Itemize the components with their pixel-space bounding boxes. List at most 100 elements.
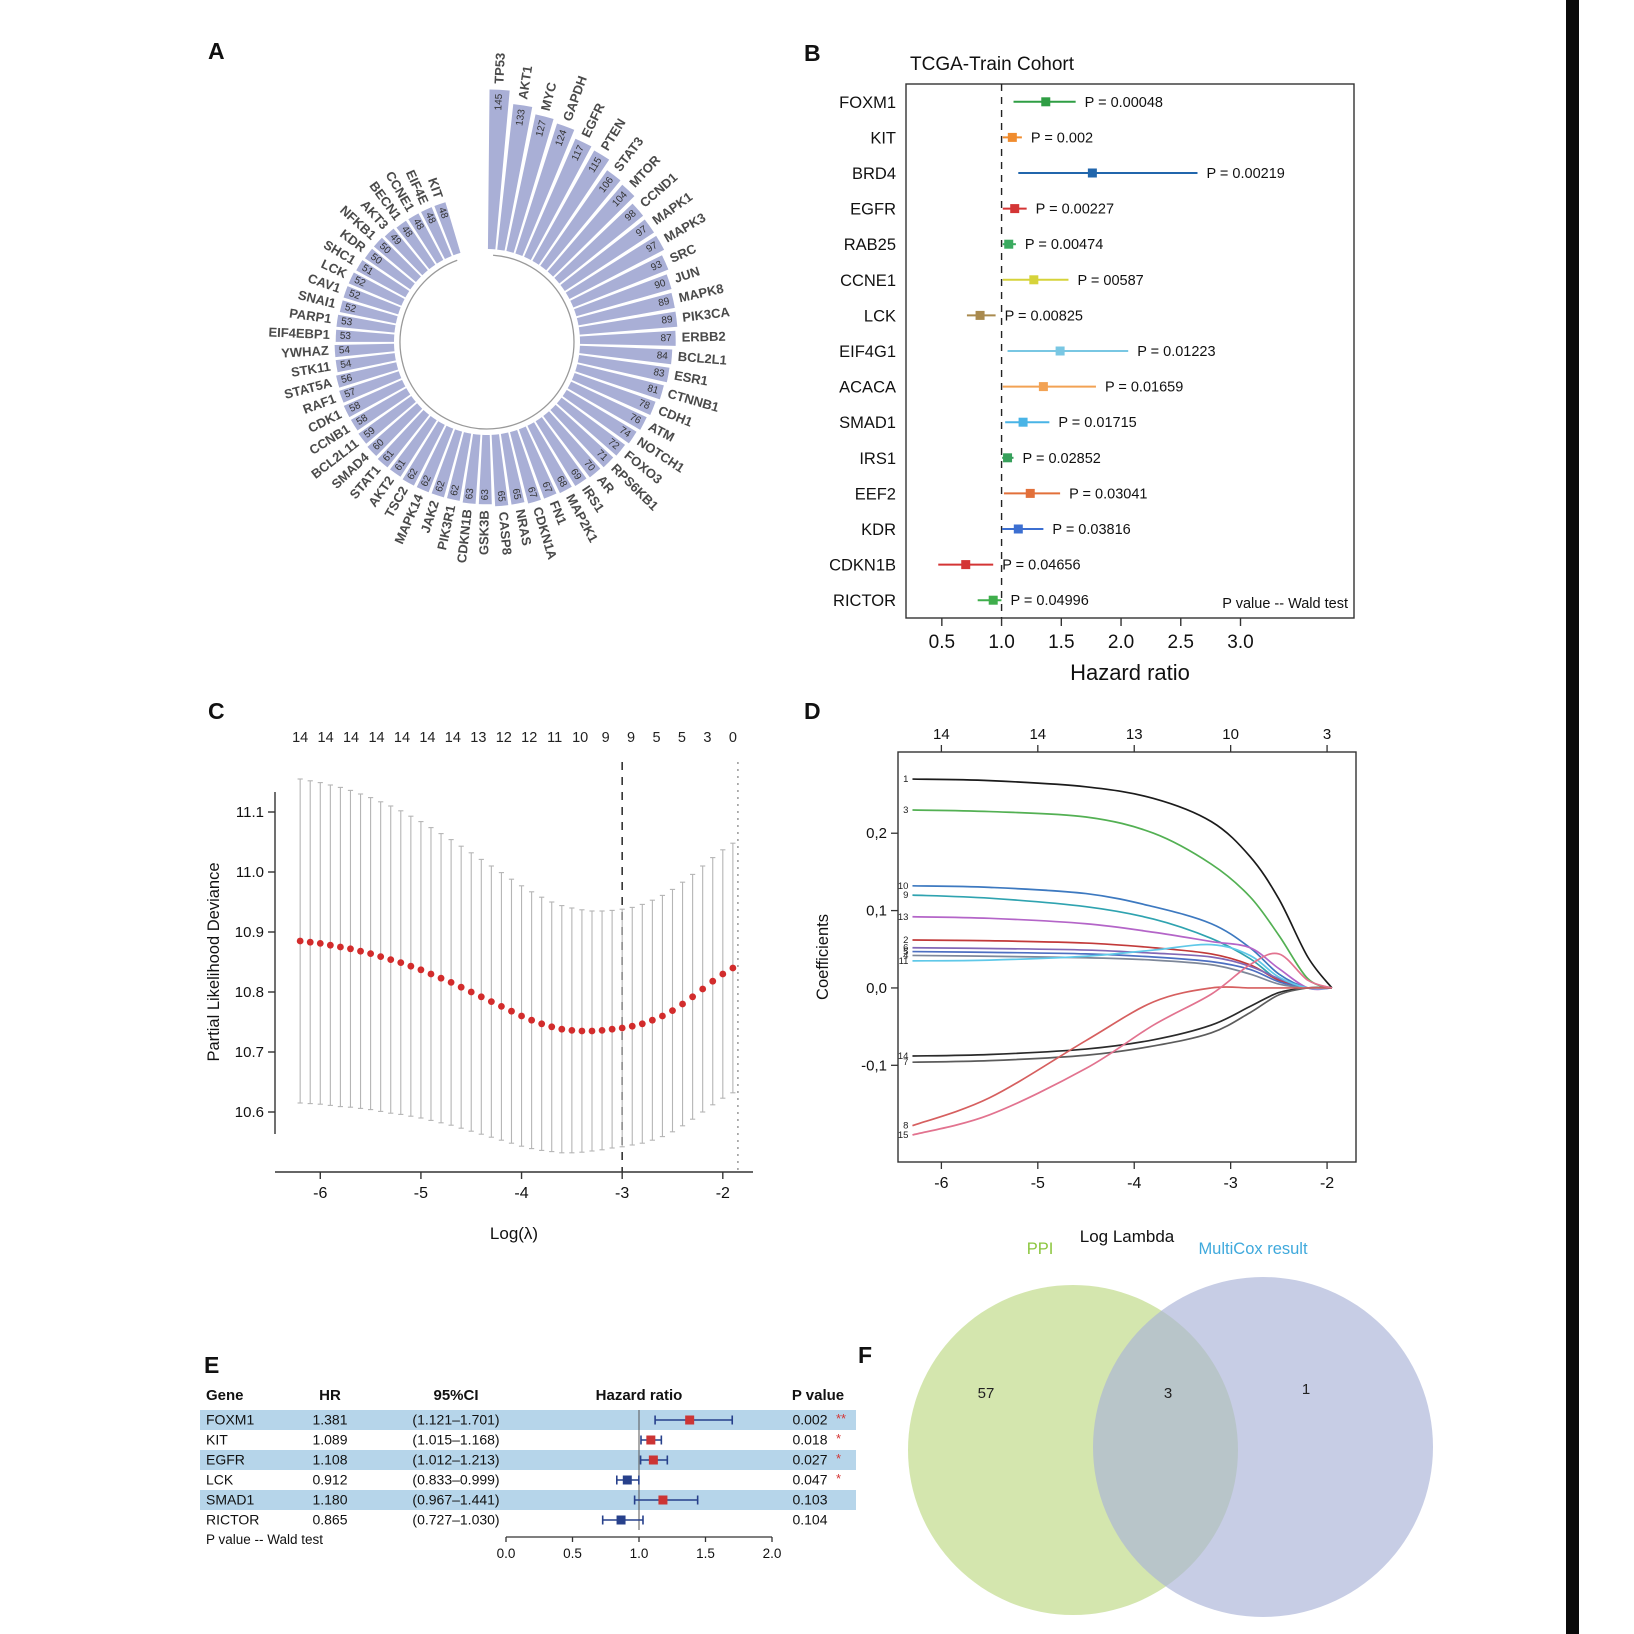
bar: [421, 207, 452, 260]
gene-label: JUN: [672, 263, 701, 285]
panel-label-b: B: [804, 40, 821, 66]
gene-label: PIK3CA: [681, 304, 731, 325]
count-label: 53: [340, 331, 352, 342]
bar: [350, 388, 411, 431]
gene-label: PARP1: [288, 306, 332, 327]
gene-label: SMAD1: [206, 1492, 254, 1508]
x-tick-label: 0.5: [929, 632, 955, 653]
count-label: 48: [423, 211, 438, 226]
hr-marker: [1004, 239, 1014, 249]
y-tick-label: 11.1: [236, 804, 264, 821]
page-edge-line: [1566, 0, 1579, 1634]
plot-box: [897, 751, 1357, 1163]
bar: [334, 343, 395, 358]
hr-marker: [1007, 132, 1017, 142]
deviance-dot: [367, 950, 374, 957]
y-tick-label: -0,1: [861, 1057, 887, 1074]
gene-label: KIT: [870, 129, 896, 147]
bar: [547, 184, 635, 277]
overlap-count: 3: [1164, 1385, 1172, 1402]
deviance-dot: [648, 1016, 656, 1024]
gene-label: RAB25: [844, 236, 896, 254]
x-tick-label: 2.0: [1108, 632, 1134, 653]
gene-label: FOXM1: [839, 94, 896, 112]
coefficient-path: [912, 915, 1332, 991]
header-hr: HR: [319, 1387, 341, 1404]
p-value-label: P = 0.00048: [1085, 95, 1163, 111]
deviance-dot: [326, 941, 334, 949]
y-tick-label: 0,2: [866, 825, 887, 842]
plot-box: [905, 83, 1355, 619]
series-label: 3: [903, 805, 908, 816]
top-axis-label: 11: [547, 730, 562, 746]
y-tick-label: 10.7: [235, 1044, 264, 1061]
series-label: 10: [898, 881, 909, 892]
gene-label: EGFR: [850, 201, 896, 219]
bar: [431, 429, 463, 498]
deviance-dot: [357, 947, 364, 955]
bar: [579, 345, 673, 365]
panel-label-f: F: [858, 1342, 873, 1368]
gene-label: ESR1: [673, 368, 709, 389]
gene-label: SMAD1: [839, 414, 896, 432]
bar: [478, 434, 492, 505]
count-label: 90: [653, 278, 667, 292]
top-axis-label: 12: [496, 730, 512, 746]
top-axis-label: 9: [627, 730, 635, 746]
bar: [577, 355, 670, 383]
count-label: 84: [656, 350, 668, 362]
count-label: 97: [645, 240, 660, 255]
significance-stars: **: [836, 1411, 846, 1426]
x-tick-label: -2: [1320, 1175, 1334, 1192]
deviance-dot: [518, 1012, 525, 1020]
gene-label: KIT: [425, 176, 446, 201]
header-p-value: P value: [792, 1387, 844, 1404]
top-axis-label: 14: [368, 730, 384, 746]
p-value-label: P = 0.04656: [1002, 558, 1080, 574]
bar: [336, 314, 396, 333]
count-label: 93: [649, 259, 664, 274]
deviance-dot: [457, 983, 465, 991]
top-axis-label: 5: [678, 730, 686, 746]
hr-marker: [622, 1475, 632, 1485]
venn-circle-multicox: [1093, 1277, 1433, 1617]
top-axis-label: 10: [1222, 726, 1239, 743]
count-label: 145: [493, 93, 505, 111]
hr-marker: [646, 1435, 656, 1445]
deviance-dot: [508, 1007, 515, 1015]
hr-marker: [658, 1495, 668, 1505]
count-label: 62: [419, 473, 434, 488]
row-band: [200, 1490, 856, 1510]
p-value: 0.104: [792, 1512, 827, 1528]
series-label: 4: [903, 950, 908, 961]
right-count: 1: [1302, 1381, 1310, 1398]
top-axis-label: 9: [602, 730, 610, 746]
y-axis-title: Coefficients: [814, 914, 832, 1000]
x-tick-label: -5: [414, 1185, 428, 1202]
hr-marker: [1087, 168, 1097, 178]
bar: [339, 371, 402, 403]
gene-label: MYC: [538, 80, 560, 112]
count-label: 57: [343, 386, 358, 400]
coefficient-path: [912, 986, 1332, 1127]
ci-value: (0.967–1.441): [412, 1492, 499, 1508]
count-label: 63: [480, 489, 491, 501]
p-value-label: P = 0.00474: [1025, 237, 1103, 253]
significance-stars: *: [836, 1471, 841, 1486]
bar: [373, 237, 421, 283]
y-tick-label: 11.0: [236, 864, 264, 881]
deviance-dot: [296, 937, 304, 945]
gene-label: BCL2L1: [677, 349, 727, 368]
row-band: [200, 1410, 856, 1430]
gene-label: EGFR: [578, 100, 607, 140]
bar: [434, 202, 461, 256]
deviance-dot: [407, 962, 415, 970]
coefficient-path: [912, 986, 1332, 1064]
p-value: 0.027: [792, 1452, 827, 1468]
p-value-label: P = 0.01715: [1058, 415, 1136, 431]
bar: [408, 213, 444, 264]
p-value-label: P = 0.00227: [1036, 202, 1114, 218]
lasso-coefficients-panel-d: 14 14 13 10 3-6 -5 -4 -3 -20,20,10,0-0,113109132…: [814, 726, 1357, 1246]
gene-label: MAPK8: [677, 281, 725, 306]
ppi-label: PPI: [1027, 1240, 1054, 1258]
